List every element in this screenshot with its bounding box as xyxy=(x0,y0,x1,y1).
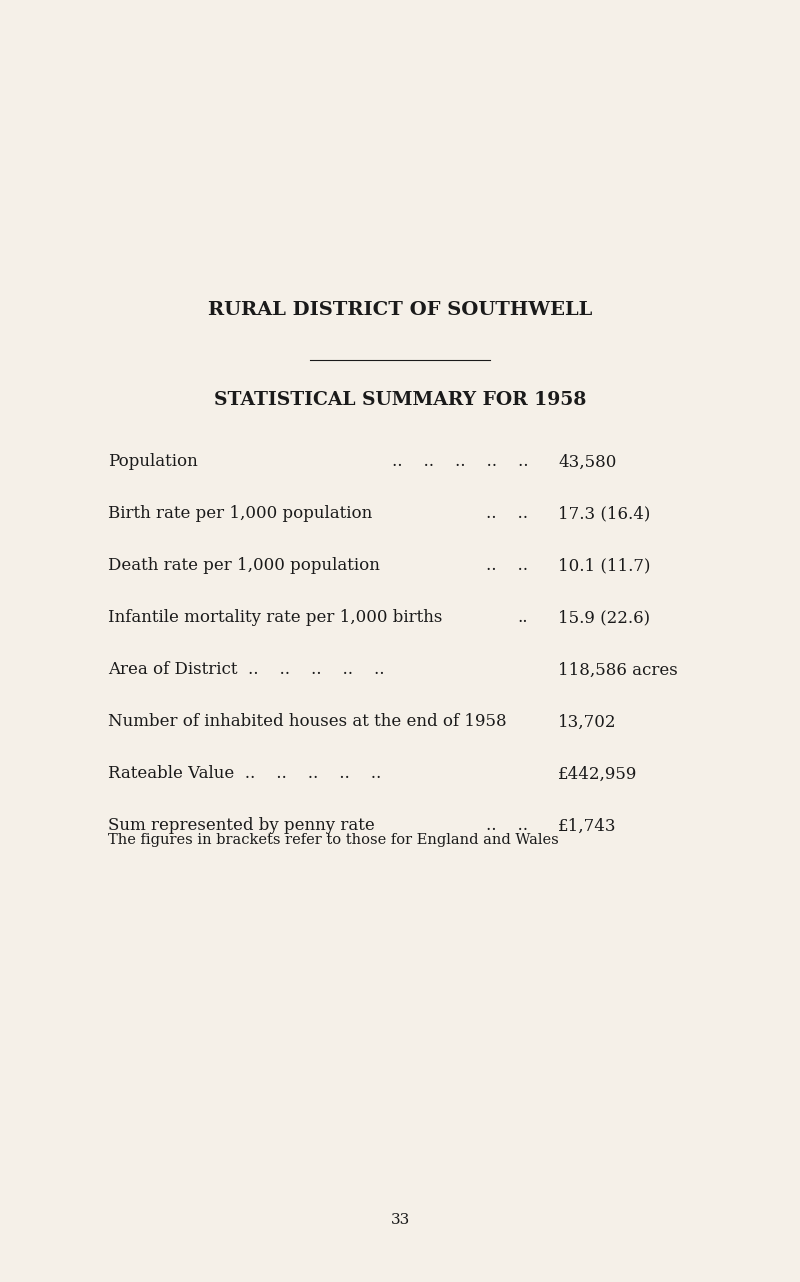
Text: ..: .. xyxy=(518,609,528,627)
Text: 33: 33 xyxy=(390,1213,410,1227)
Text: £1,743: £1,743 xyxy=(558,818,617,835)
Text: Sum represented by penny rate: Sum represented by penny rate xyxy=(108,818,374,835)
Text: ..    ..: .. .. xyxy=(486,558,528,574)
Text: 15.9 (22.6): 15.9 (22.6) xyxy=(558,609,650,627)
Text: STATISTICAL SUMMARY FOR 1958: STATISTICAL SUMMARY FOR 1958 xyxy=(214,391,586,409)
Text: Rateable Value  ..    ..    ..    ..    ..: Rateable Value .. .. .. .. .. xyxy=(108,765,382,782)
Text: ..    ..: .. .. xyxy=(486,505,528,523)
Text: 10.1 (11.7): 10.1 (11.7) xyxy=(558,558,650,574)
Text: Area of District  ..    ..    ..    ..    ..: Area of District .. .. .. .. .. xyxy=(108,662,385,678)
Text: Death rate per 1,000 population: Death rate per 1,000 population xyxy=(108,558,380,574)
Text: Number of inhabited houses at the end of 1958: Number of inhabited houses at the end of… xyxy=(108,714,506,731)
Text: Birth rate per 1,000 population: Birth rate per 1,000 population xyxy=(108,505,372,523)
Text: 17.3 (16.4): 17.3 (16.4) xyxy=(558,505,650,523)
Text: £442,959: £442,959 xyxy=(558,765,638,782)
Text: The figures in brackets refer to those for England and Wales: The figures in brackets refer to those f… xyxy=(108,833,558,847)
Text: 13,702: 13,702 xyxy=(558,714,617,731)
Text: 118,586 acres: 118,586 acres xyxy=(558,662,678,678)
Text: Population: Population xyxy=(108,454,198,470)
Text: RURAL DISTRICT OF SOUTHWELL: RURAL DISTRICT OF SOUTHWELL xyxy=(208,301,592,319)
Text: ..    ..    ..    ..    ..: .. .. .. .. .. xyxy=(391,454,528,470)
Text: 43,580: 43,580 xyxy=(558,454,616,470)
Text: ..    ..: .. .. xyxy=(486,818,528,835)
Text: Infantile mortality rate per 1,000 births: Infantile mortality rate per 1,000 birth… xyxy=(108,609,442,627)
